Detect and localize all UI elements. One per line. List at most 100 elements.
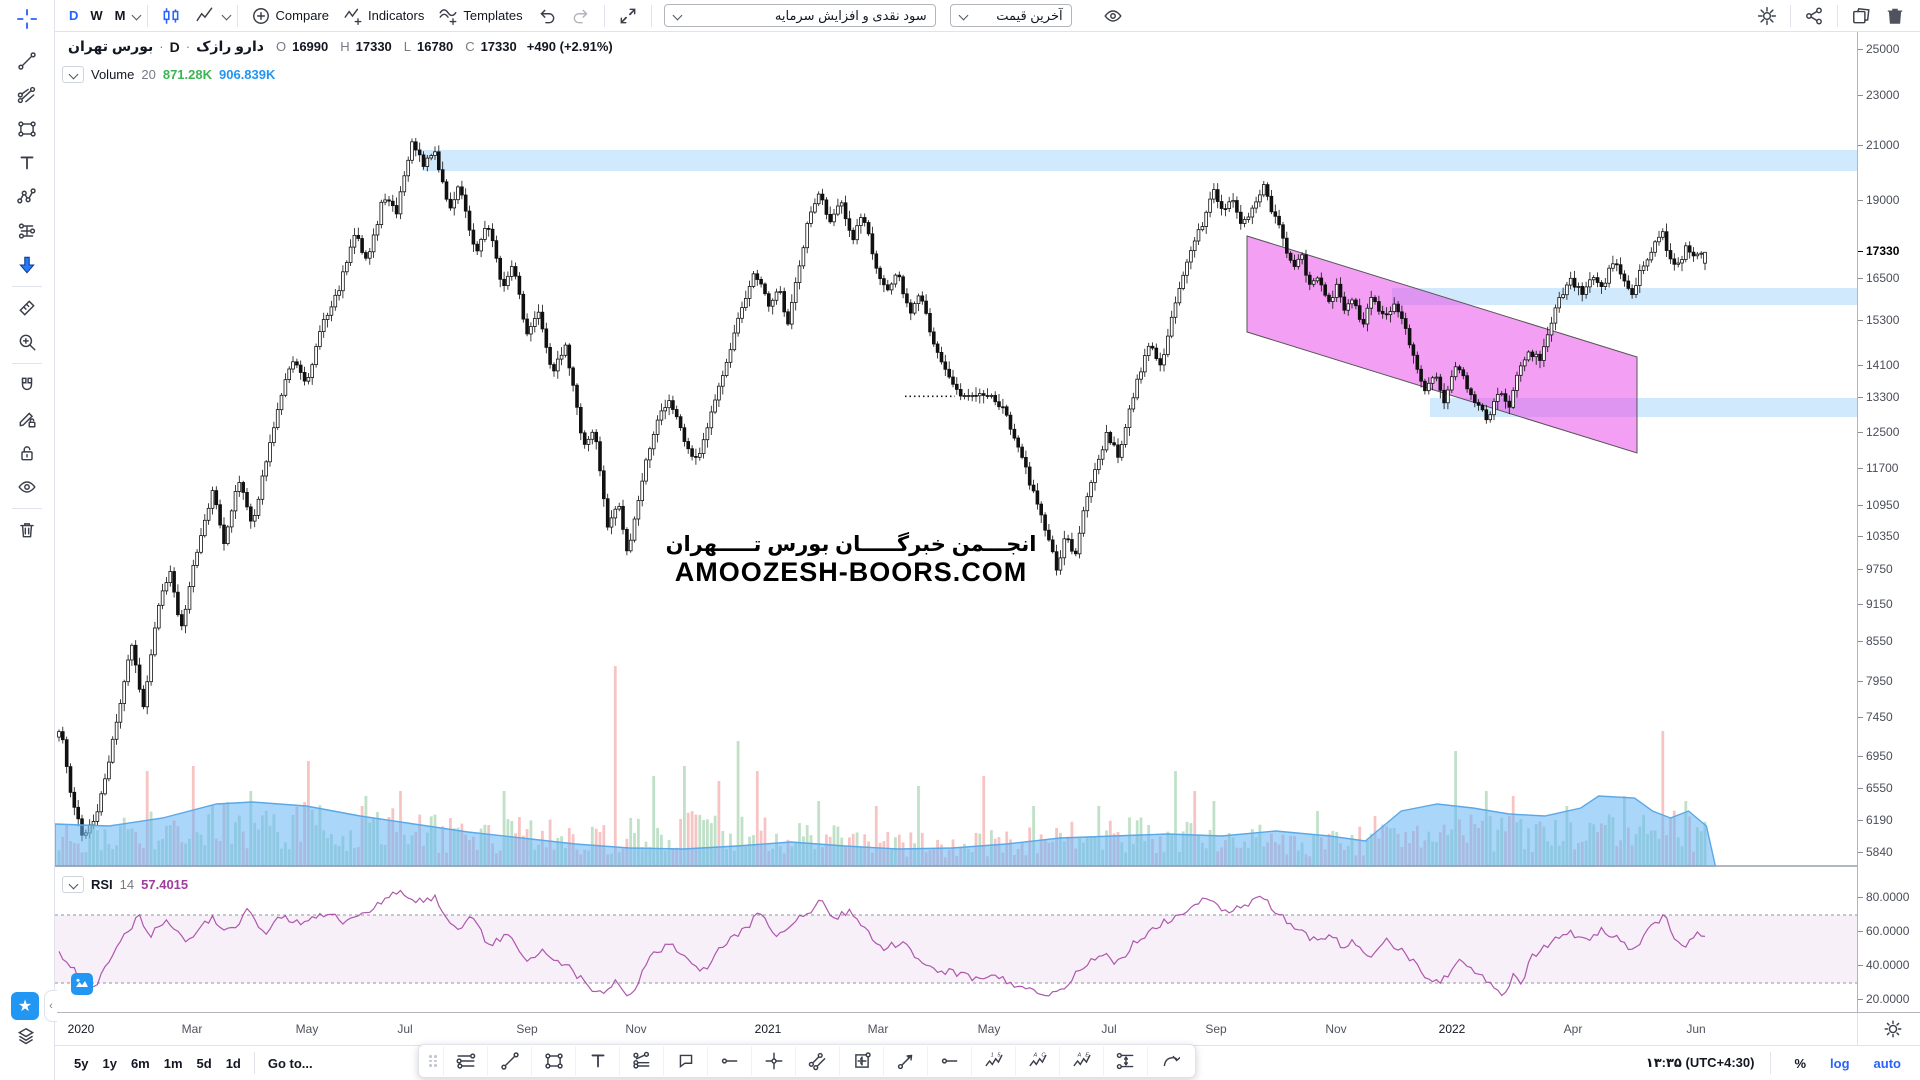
callout-icon[interactable] <box>663 1046 707 1076</box>
range-5y-button[interactable]: 5y <box>74 1055 89 1071</box>
object-tree-layers-icon[interactable] <box>16 1026 36 1046</box>
volume-dropdown-chevron-icon[interactable] <box>62 66 84 83</box>
low-label: L <box>403 39 412 54</box>
sun-icon[interactable] <box>1883 1019 1903 1039</box>
timeframe-monthly-button[interactable]: M <box>114 8 126 23</box>
text-icon[interactable] <box>575 1046 619 1076</box>
symbol-legend[interactable]: بورس تهران · D · دارو رازک O 16990 H 17330… <box>68 38 613 55</box>
time-axis[interactable]: 2020 Mar May Jul Sep Nov 2021 Mar May Jul Sep Nov 20… <box>55 1012 1920 1046</box>
price-tick: 8550 <box>1858 634 1893 648</box>
svg-text:C: C <box>1041 1053 1046 1059</box>
gann-fib-icon[interactable] <box>8 78 46 112</box>
anchored-box-icon[interactable] <box>839 1046 883 1076</box>
range-1d-button[interactable]: 1d <box>225 1055 241 1071</box>
rsi-dropdown-chevron-icon[interactable] <box>62 876 84 893</box>
arrow-marker-icon[interactable] <box>883 1046 927 1076</box>
price-tick: 11700 <box>1858 461 1898 475</box>
price-tick: 12500 <box>1858 425 1899 439</box>
range-1m-button[interactable]: 1m <box>163 1055 183 1071</box>
timeframe-weekly-button[interactable]: W <box>90 8 103 23</box>
exchange-name: بورس تهران <box>68 38 154 54</box>
dividend-adjust-dropdown[interactable]: سود نقدی و افزایش سرمایه <box>663 4 936 27</box>
log-scale-button[interactable]: log <box>1830 1055 1850 1071</box>
redo-button[interactable] <box>564 3 598 29</box>
chart-style-chevron-icon[interactable] <box>222 11 231 20</box>
ruler-icon[interactable] <box>8 291 46 325</box>
ray-icon[interactable] <box>927 1046 971 1076</box>
settings-gear-icon[interactable] <box>1750 3 1784 29</box>
bottombar-divider <box>253 1052 255 1074</box>
palette-drag-handle[interactable] <box>429 1055 437 1067</box>
price-mode-dropdown[interactable]: آخرین قیمت <box>949 4 1072 27</box>
toolbar-divider <box>650 4 652 27</box>
svg-text:1: 1 <box>990 1053 993 1059</box>
volume-legend[interactable]: Volume 20 871.28K 906.839K <box>62 66 275 83</box>
price-tick: 13300 <box>1858 390 1899 404</box>
cloud-logo-icon[interactable] <box>70 972 94 996</box>
auto-scale-button[interactable]: auto <box>1873 1055 1901 1071</box>
favorites-star-icon[interactable]: ★ <box>11 992 39 1020</box>
share-icon[interactable] <box>1797 3 1831 29</box>
price-range-icon[interactable] <box>1103 1046 1147 1076</box>
goto-button[interactable]: Go to... <box>267 1055 313 1071</box>
timeframe-daily-button[interactable]: D <box>69 8 79 23</box>
top-toolbar: D W M Compare Indicators Templates سود ن… <box>55 0 1920 32</box>
price-tick: 10350 <box>1858 529 1899 543</box>
line-style-icon[interactable] <box>188 3 222 29</box>
magnet-icon[interactable] <box>8 368 46 402</box>
layout-pages-icon[interactable] <box>1844 3 1878 29</box>
text-tool-icon[interactable] <box>8 146 46 180</box>
time-axis-label: Sep <box>516 1022 538 1036</box>
collapse-chevron-icon[interactable]: ‹ <box>44 990 57 1022</box>
dividend-adjust-label: سود نقدی و افزایش سرمایه <box>774 7 927 23</box>
hide-drawings-eye-icon[interactable] <box>8 470 46 504</box>
multi-line-icon[interactable] <box>619 1046 663 1076</box>
curve-icon[interactable] <box>1147 1046 1191 1076</box>
drawing-lock-icon[interactable] <box>8 402 46 436</box>
horizontal-ray-icon[interactable] <box>707 1046 751 1076</box>
close-label: C <box>465 39 475 54</box>
percent-scale-button[interactable]: % <box>1794 1055 1807 1071</box>
xabcd-pattern-icon[interactable] <box>8 180 46 214</box>
price-tick: 9750 <box>1858 562 1893 576</box>
zoom-in-icon[interactable] <box>8 325 46 359</box>
eye-icon[interactable] <box>1096 3 1130 29</box>
indicators-label: Indicators <box>367 8 425 23</box>
candle-style-icon[interactable] <box>154 3 188 29</box>
price-scale[interactable]: 25000 23000 21000 19000 16500 15300 14100 13300… <box>1857 32 1920 1012</box>
price-tick: 19000 <box>1858 193 1899 207</box>
trend-line-icon[interactable] <box>8 44 46 78</box>
main-chart-canvas[interactable] <box>55 32 1857 1012</box>
range-1y-button[interactable]: 1y <box>102 1055 117 1071</box>
rectangle-tool-icon[interactable] <box>8 112 46 146</box>
volume-length: 20 <box>141 67 156 82</box>
time-axis-label: Sep <box>1205 1022 1227 1036</box>
symbol-name: دارو رازک <box>196 38 264 54</box>
trash-icon[interactable] <box>1878 3 1912 29</box>
rsi-legend[interactable]: RSI 14 57.4015 <box>62 876 188 893</box>
crosshair-icon[interactable] <box>8 2 46 36</box>
parallel-lines-icon[interactable] <box>443 1046 487 1076</box>
cross-line-icon[interactable] <box>751 1046 795 1076</box>
timeframe-chevron-icon[interactable] <box>132 11 141 20</box>
remove-drawings-trash-icon[interactable] <box>8 513 46 547</box>
templates-button[interactable]: Templates <box>431 3 529 29</box>
range-6m-button[interactable]: 6m <box>130 1055 150 1071</box>
parallel-channel-icon[interactable] <box>795 1046 839 1076</box>
trend-line-icon[interactable] <box>487 1046 531 1076</box>
forecast-tool-icon[interactable] <box>8 214 46 248</box>
undo-button[interactable] <box>530 3 564 29</box>
blue-arrow-down-icon[interactable] <box>8 248 46 282</box>
indicators-button[interactable]: Indicators <box>336 3 431 29</box>
range-5d-button[interactable]: 5d <box>196 1055 212 1071</box>
compare-button[interactable]: Compare <box>244 3 336 29</box>
fullscreen-button[interactable] <box>611 3 645 29</box>
lock-icon[interactable] <box>8 436 46 470</box>
price-tick: 6190 <box>1858 813 1893 827</box>
rectangle-icon[interactable] <box>531 1046 575 1076</box>
clock[interactable]: ۱۳:۳۵ (UTC+4:30) <box>1646 1055 1755 1071</box>
